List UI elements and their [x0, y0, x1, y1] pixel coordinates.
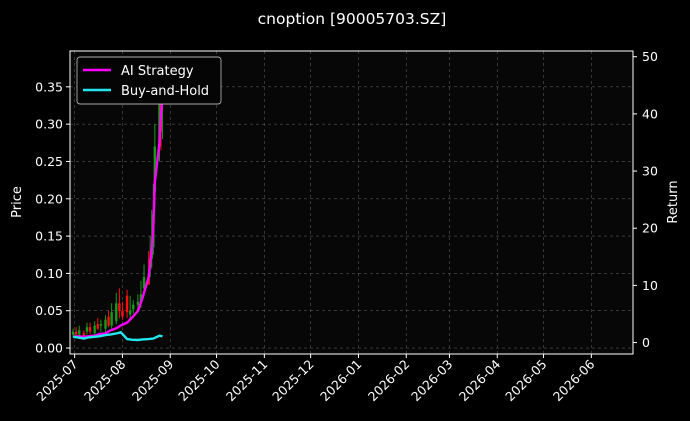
candle-body-25	[153, 146, 157, 192]
y-tick-label-4: 0.20	[35, 191, 63, 206]
right-axis-ticks: 0 10 20 30 40 50	[633, 49, 658, 350]
candle-body-15	[125, 295, 129, 313]
y2-tick-label-2: 20	[642, 221, 658, 236]
left-axis-ticks: 0.00 0.05 0.10 0.15 0.20 0.25 0.30 0.35	[35, 79, 70, 356]
y-tick-label-3: 0.15	[35, 229, 63, 244]
candle-body-11	[110, 312, 113, 326]
buy-and-hold-line	[72, 331, 163, 342]
legend: AI Strategy Buy-and-Hold	[76, 56, 222, 105]
y-axis-label: Price	[10, 186, 25, 218]
y-tick-label-7: 0.35	[35, 79, 63, 94]
candle-body-1	[74, 331, 78, 335]
y2-tick-label-3: 30	[642, 164, 658, 179]
candle-body-7	[96, 324, 99, 329]
y2-tick-label-4: 40	[642, 106, 658, 121]
x-tick-label-3: 2025-10	[175, 356, 223, 404]
candle-body-0	[71, 331, 75, 335]
candle-body-18	[136, 301, 140, 305]
candle-body-6	[93, 325, 96, 334]
x-tick-label-4: 2025-11	[223, 357, 271, 405]
candle-body-17	[132, 304, 135, 310]
x-tick-label-8: 2026-03	[408, 357, 456, 405]
candle-body-12	[115, 303, 118, 322]
y-tick-label-0: 0.00	[35, 341, 63, 356]
candle-body-8	[99, 324, 103, 326]
candle-body-14	[121, 310, 124, 317]
x-tick-label-11: 2026-06	[550, 356, 598, 404]
plot-frame	[69, 50, 634, 355]
y2-tick-label-1: 10	[642, 278, 658, 293]
candle-body-16	[128, 310, 132, 315]
candle-body-9	[104, 319, 107, 329]
x-tick-label-5: 2025-12	[269, 357, 317, 405]
y2-axis-label: Return	[666, 180, 681, 223]
candle-body-19	[139, 294, 143, 304]
y2-tick-label-0: 0	[642, 335, 650, 350]
candle-body-13	[118, 303, 121, 311]
chart-title: cnoption [90005703.SZ]	[258, 10, 447, 28]
candle-body-4	[85, 327, 89, 332]
y-tick-label-1: 0.05	[35, 303, 63, 318]
candle-body-2	[78, 330, 81, 335]
x-tick-label-0: 2025-07	[33, 357, 81, 405]
x-tick-label-7: 2026-02	[365, 357, 413, 405]
x-tick-label-9: 2026-04	[456, 356, 504, 404]
legend-label-buy-and-hold: Buy-and-Hold	[121, 84, 209, 99]
candle-body-10	[107, 316, 110, 326]
strategy-lines	[72, 96, 164, 342]
candle-body-5	[88, 327, 92, 332]
legend-box	[76, 56, 222, 105]
x-tick-label-2: 2025-09	[129, 356, 177, 404]
y-tick-label-5: 0.25	[35, 154, 63, 169]
y2-tick-label-5: 50	[642, 49, 658, 64]
candle-body-26	[158, 79, 161, 147]
y-tick-label-2: 0.10	[35, 266, 63, 281]
legend-label-ai-strategy: AI Strategy	[121, 64, 194, 79]
x-tick-label-6: 2026-01	[317, 357, 365, 405]
x-tick-label-10: 2026-05	[502, 357, 550, 405]
y-tick-label-6: 0.30	[35, 117, 63, 132]
candle-body-3	[82, 333, 86, 337]
x-tick-label-1: 2025-08	[81, 356, 129, 404]
candle-body-20	[142, 277, 146, 289]
